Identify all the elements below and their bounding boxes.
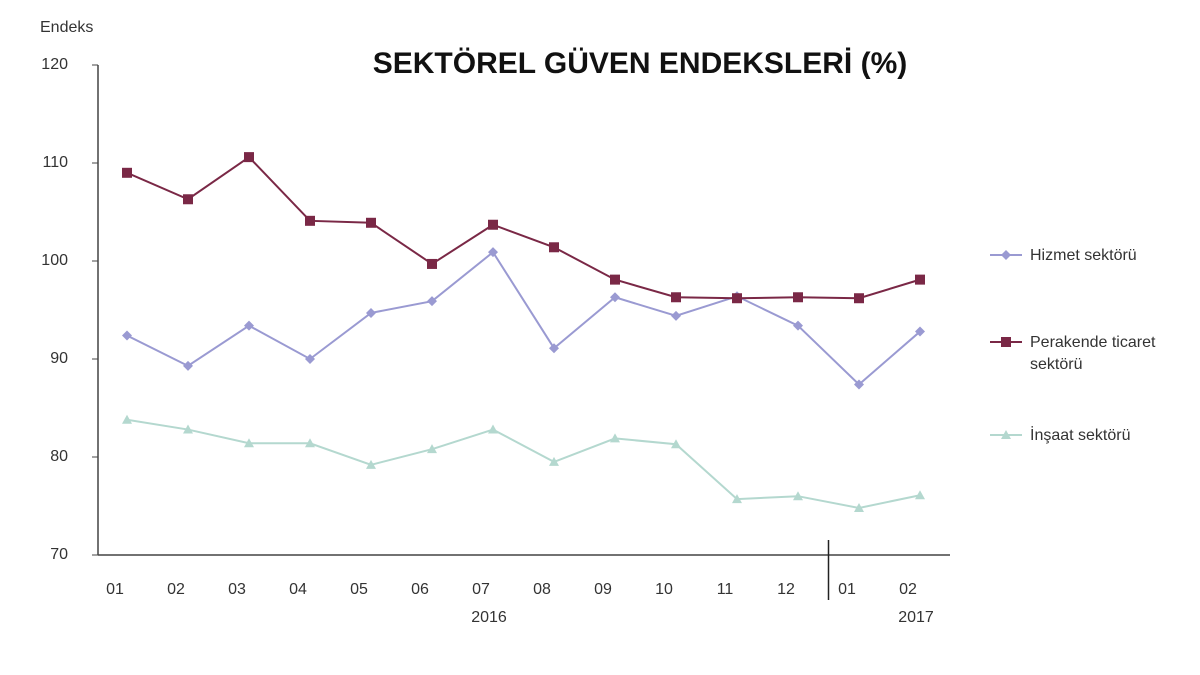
x-tick-label: 12 xyxy=(777,581,795,598)
point xyxy=(488,219,498,230)
series-line xyxy=(126,155,921,300)
y-tick-label: 90 xyxy=(50,350,68,367)
x-tick-label: 10 xyxy=(655,581,673,598)
point xyxy=(793,320,803,331)
point xyxy=(244,320,254,331)
point xyxy=(854,293,864,304)
series-line xyxy=(126,250,921,386)
y-tick-label: 80 xyxy=(50,448,68,465)
point xyxy=(305,438,315,448)
point xyxy=(549,343,559,354)
y-tick-label: 70 xyxy=(50,546,68,563)
series-line xyxy=(126,418,921,509)
x-tick-label: 01 xyxy=(106,581,124,598)
point xyxy=(671,310,681,321)
y-tick-label: 100 xyxy=(41,252,68,269)
point xyxy=(183,424,193,434)
point xyxy=(732,494,742,504)
point xyxy=(488,247,498,258)
point xyxy=(244,152,254,163)
y-tick-label: 110 xyxy=(42,154,68,171)
y-tick-label: 120 xyxy=(41,56,68,73)
year-label: 2016 xyxy=(471,609,507,626)
x-tick-label: 06 xyxy=(411,581,429,598)
point xyxy=(915,274,925,285)
point xyxy=(854,379,864,390)
point xyxy=(305,354,315,364)
point xyxy=(427,296,437,307)
x-tick-label: 09 xyxy=(594,581,612,598)
x-tick-label: 03 xyxy=(228,581,246,598)
point xyxy=(488,424,498,434)
x-tick-label: 11 xyxy=(717,581,734,598)
point xyxy=(793,292,803,303)
legend-marker xyxy=(1001,430,1011,439)
point xyxy=(427,444,437,454)
x-tick-label: 02 xyxy=(899,581,917,598)
point xyxy=(305,215,315,226)
legend-label: İnşaat sektörü xyxy=(1030,427,1131,444)
point xyxy=(610,292,620,303)
point xyxy=(793,491,803,501)
x-tick-label: 02 xyxy=(167,581,185,598)
year-label: 2017 xyxy=(898,609,934,626)
legend-label: Hizmet sektörü xyxy=(1030,247,1137,264)
point xyxy=(427,258,437,269)
point xyxy=(122,167,132,178)
point xyxy=(366,459,376,469)
point xyxy=(610,433,620,443)
point xyxy=(732,293,742,304)
x-tick-label: 04 xyxy=(289,581,307,598)
x-tick-label: 07 xyxy=(472,581,490,598)
point xyxy=(671,292,681,303)
point xyxy=(122,330,132,341)
legend-marker xyxy=(1001,337,1011,347)
x-tick-label: 01 xyxy=(838,581,856,598)
point xyxy=(671,439,681,449)
point xyxy=(366,217,376,228)
point xyxy=(183,194,193,205)
point xyxy=(549,242,559,253)
point xyxy=(122,414,132,424)
x-tick-label: 05 xyxy=(350,581,368,598)
point xyxy=(549,456,559,466)
x-tick-label: 08 xyxy=(533,581,551,598)
point xyxy=(244,438,254,448)
point xyxy=(915,326,925,337)
legend-marker xyxy=(1001,250,1011,260)
point xyxy=(610,274,620,285)
legend-label: Perakende ticaret sektörü xyxy=(1030,334,1156,373)
point xyxy=(366,307,376,318)
point xyxy=(183,360,193,371)
y-axis-label: Endeks xyxy=(40,19,93,36)
point xyxy=(915,490,925,500)
chart-title: SEKTÖREL GÜVEN ENDEKSLERİ (%) xyxy=(373,47,908,80)
point xyxy=(854,502,864,512)
